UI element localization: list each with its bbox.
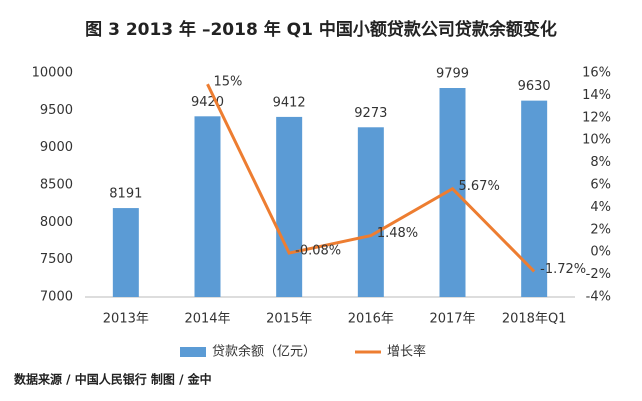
y-tick-label: 9000 — [40, 140, 73, 155]
y-tick-label: 7000 — [40, 290, 73, 305]
x-tick-label: 2013年 — [103, 312, 149, 327]
source: 数据来源 / 中国人民银行 制图 / 金中 — [14, 372, 212, 387]
legend-swatch — [180, 347, 206, 357]
legend-label: 增长率 — [387, 344, 426, 360]
x-tick-label: 2018年Q1 — [502, 312, 567, 327]
bar-label: 9412 — [273, 95, 306, 110]
y2-tick-label: -2% — [586, 267, 611, 282]
y2-tick-label: 16% — [582, 66, 611, 81]
line — [206, 83, 536, 273]
bar-label: 9273 — [354, 106, 387, 121]
y2-tick-label: 4% — [590, 200, 611, 215]
legend-label: 贷款余额（亿元） — [212, 344, 316, 360]
line-label: 1.48% — [377, 226, 418, 241]
y2-tick-label: 8% — [590, 155, 611, 170]
bar-label: 9630 — [518, 79, 551, 94]
y2-tick-label: 12% — [582, 110, 611, 125]
line-label: -0.08% — [295, 244, 341, 259]
y-tick-label: 7500 — [40, 252, 73, 267]
bar — [194, 116, 221, 297]
y2-tick-label: 2% — [590, 222, 611, 237]
y2-tick-label: 0% — [590, 245, 611, 260]
x-tick-label: 2017年 — [429, 312, 475, 327]
y-tick-label: 8000 — [40, 215, 73, 230]
y2-tick-label: -4% — [586, 290, 611, 305]
bar — [276, 116, 303, 298]
bar — [112, 208, 139, 297]
bar-label: 9799 — [436, 67, 469, 82]
line-label: 5.67% — [459, 179, 500, 194]
x-tick-label: 2014年 — [184, 312, 230, 327]
x-tick-label: 2015年 — [266, 312, 312, 327]
y-tick-label: 9500 — [40, 103, 73, 118]
y2-tick-label: 10% — [582, 133, 611, 148]
bar-label: 8191 — [109, 187, 142, 202]
x-tick-label: 2016年 — [348, 312, 394, 327]
chart-title: 图 3 2013 年 –2018 年 Q1 中国小额贷款公司贷款余额变化 — [85, 19, 557, 40]
y2-tick-label: 14% — [582, 88, 611, 103]
y-tick-label: 8500 — [40, 178, 73, 193]
line-label: -1.72% — [540, 262, 586, 277]
line-label: 15% — [214, 75, 243, 90]
y2-tick-label: 6% — [590, 178, 611, 193]
bar — [357, 127, 384, 297]
y-tick-label: 10000 — [32, 66, 73, 81]
